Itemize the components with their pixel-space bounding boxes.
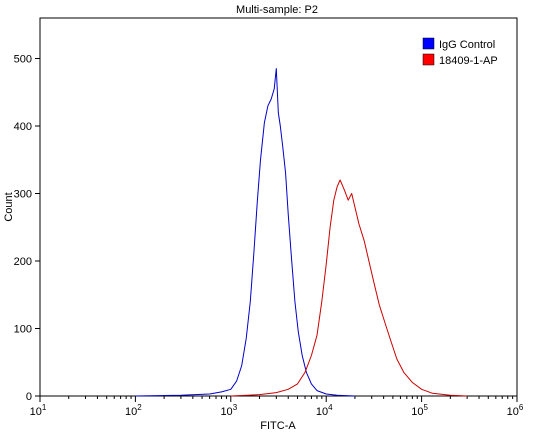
y-tick-label-4: 400 (14, 121, 32, 133)
x-axis-ticks: 101 102 103 104 105 106 (30, 396, 524, 418)
y-tick-label-2: 200 (14, 256, 32, 268)
series-line-igg-control (135, 68, 355, 397)
series-line-18409-1-ap (230, 179, 468, 397)
x-tick-label-3: 104 (316, 403, 333, 418)
legend-label-18409-1-ap: 18409-1-AP (439, 55, 498, 67)
legend-swatch-igg-control (422, 37, 435, 50)
legend-label-igg-control: IgG Control (439, 39, 495, 51)
y-tick-label-0: 0 (26, 391, 32, 403)
legend: IgG Control 18409-1-AP (422, 37, 498, 67)
plot-frame (39, 17, 518, 397)
y-axis-label: Count (3, 192, 15, 221)
y-tick-label-3: 300 (14, 189, 32, 201)
x-tick-label-5: 106 (507, 403, 524, 418)
x-tick-label-1: 102 (125, 403, 142, 418)
x-tick-label-0: 101 (30, 403, 47, 418)
legend-swatch-18409-1-ap (422, 53, 435, 66)
series-group (135, 68, 468, 397)
y-tick-label-1: 100 (14, 324, 32, 336)
x-tick-label-2: 103 (220, 403, 237, 418)
y-tick-label-5: 500 (14, 54, 32, 66)
x-tick-label-4: 105 (411, 403, 428, 418)
y-axis-ticks: 0 100 200 300 400 500 (14, 54, 40, 403)
x-axis-label: FITC-A (260, 420, 296, 432)
chart-title: Multi-sample: P2 (236, 4, 318, 16)
